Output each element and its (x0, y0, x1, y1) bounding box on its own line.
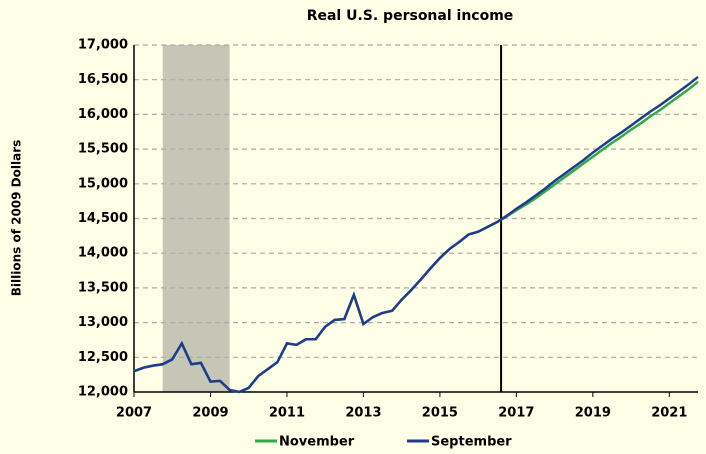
y-tick-label: 16,500 (78, 72, 128, 87)
y-axis-label: Billions of 2009 Dollars (10, 140, 24, 297)
y-tick-label: 12,500 (78, 350, 128, 365)
y-tick-label: 15,500 (78, 142, 128, 157)
x-tick-label: 2011 (269, 406, 305, 421)
legend-label: November (279, 435, 355, 450)
y-tick-label: 16,000 (78, 107, 128, 122)
y-tick-label: 15,000 (78, 176, 128, 191)
x-tick-label: 2013 (345, 406, 381, 421)
y-tick-label: 17,000 (78, 38, 128, 53)
series-line (133, 75, 699, 394)
y-tick-label: 14,000 (78, 246, 128, 261)
y-tick-label: 13,000 (78, 315, 128, 330)
x-tick-label: 2007 (116, 406, 152, 421)
y-tick-label: 13,500 (78, 280, 128, 295)
x-tick-label: 2017 (498, 406, 534, 421)
x-tick-label: 2009 (192, 406, 228, 421)
x-tick-label: 2015 (422, 406, 458, 421)
y-tick-label: 12,000 (78, 385, 128, 400)
x-tick-label: 2021 (651, 406, 687, 421)
chart-title: Real U.S. personal income (307, 8, 514, 24)
legend-label: September (431, 435, 512, 450)
y-tick-label: 14,500 (78, 211, 128, 226)
x-tick-label: 2019 (575, 406, 611, 421)
